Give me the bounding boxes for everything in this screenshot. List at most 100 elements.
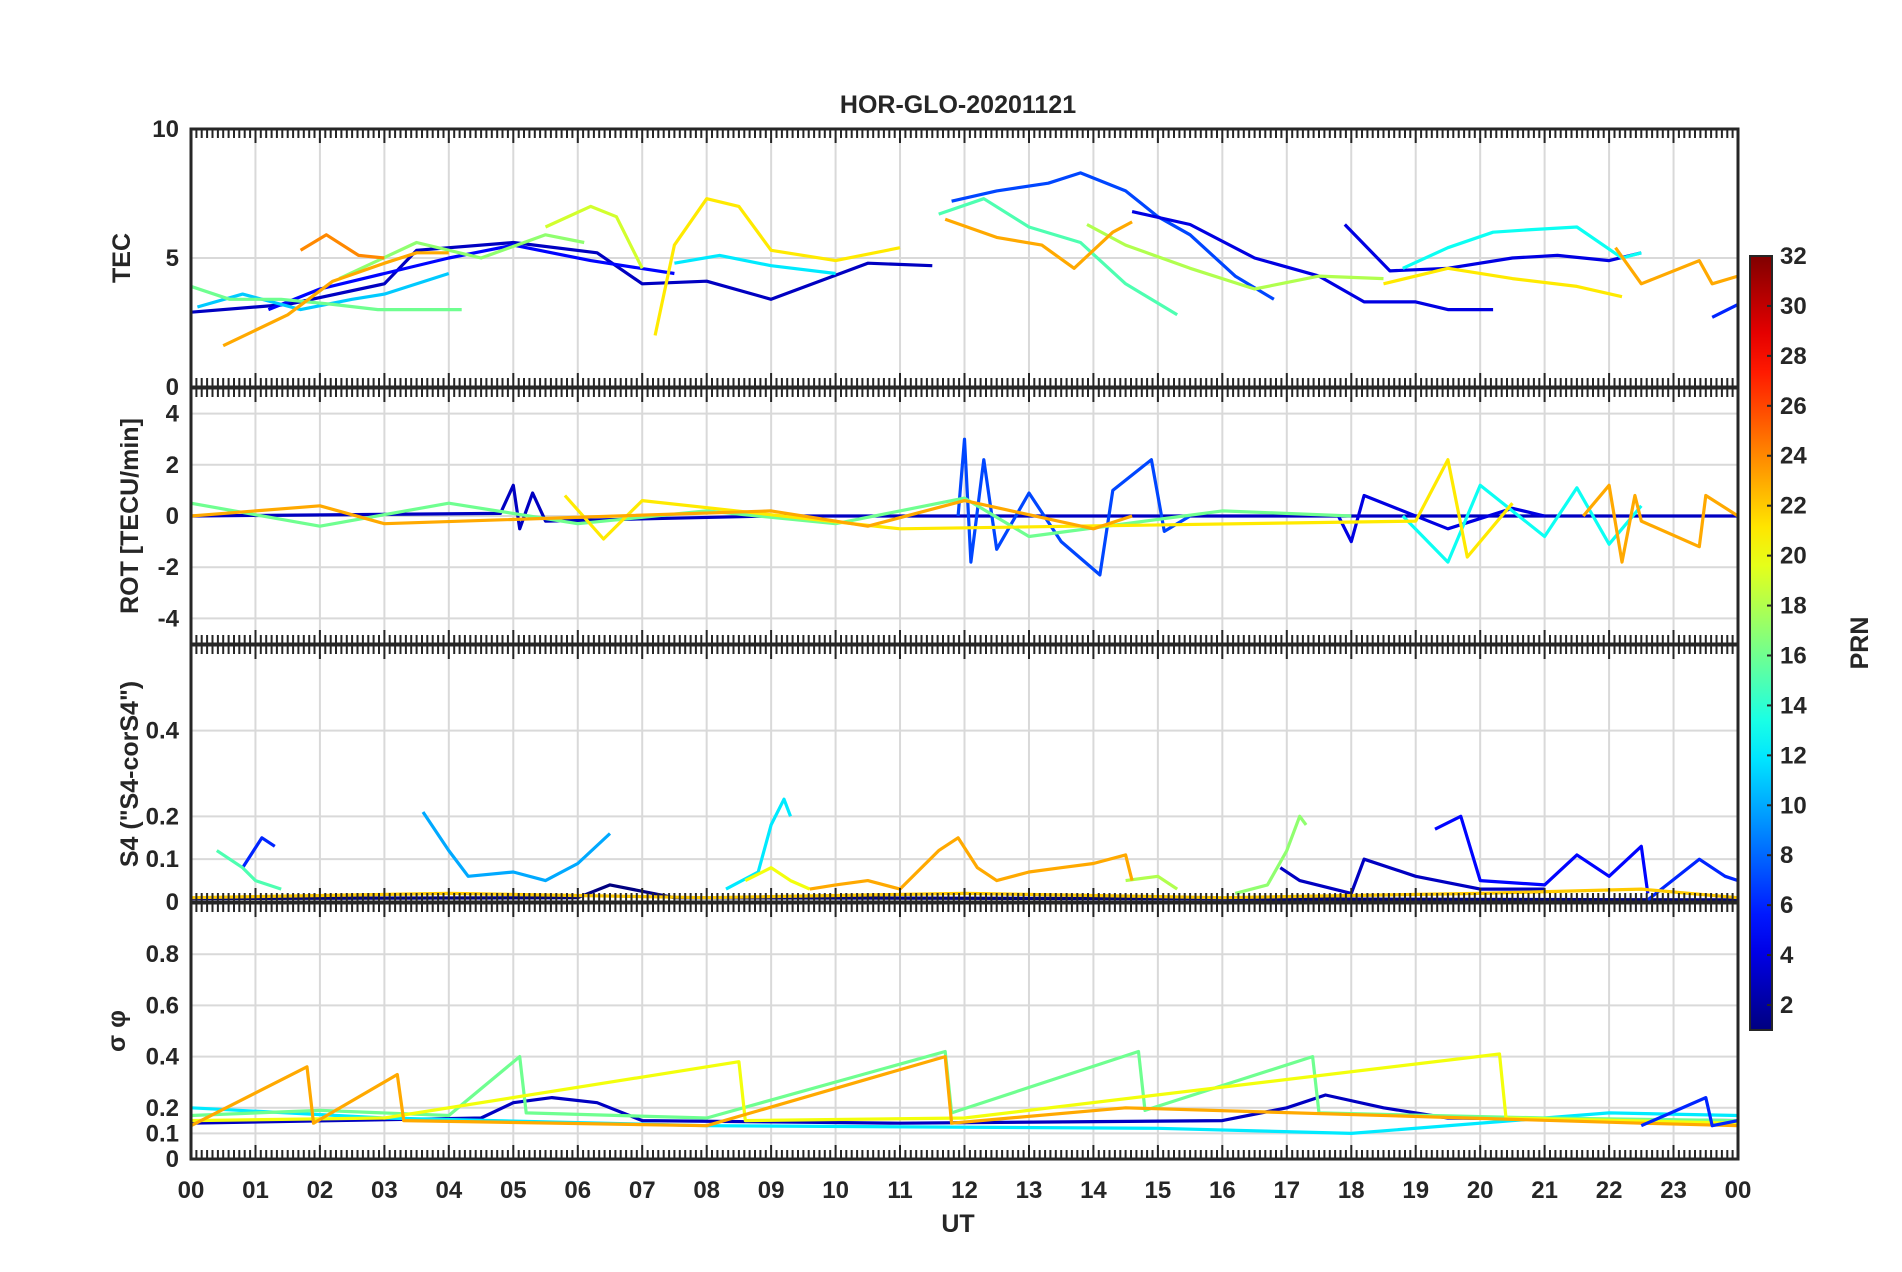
x-tick-label: 21 — [1531, 1177, 1558, 1204]
y-tick-label: 10 — [152, 116, 179, 143]
x-tick-label: 09 — [758, 1177, 785, 1204]
x-tick-label: 11 — [887, 1177, 912, 1204]
series-group — [191, 1049, 1738, 1136]
panel-rot: -4 -2 0 2 4 ROT [TECU/min] — [116, 386, 1740, 646]
y-tick-label: 0 — [166, 503, 179, 530]
x-tick-label: 18 — [1338, 1177, 1365, 1204]
x-tick-label: 15 — [1145, 1177, 1172, 1204]
y-tick-label: 0.6 — [146, 992, 179, 1019]
y-tick-label: 0.1 — [146, 1120, 179, 1147]
series-prn-15 — [938, 197, 1179, 317]
colorbar-tick-label: 32 — [1780, 243, 1807, 270]
series-prn-24 — [299, 233, 385, 260]
y-axis-label: TEC — [108, 233, 136, 283]
x-axis-label: UT — [941, 1210, 974, 1238]
x-tick-labels: 00 01 02 03 04 05 06 07 08 09 10 11 12 13 14 15 16 17 18 19… — [178, 1177, 1752, 1204]
x-tick-label: 08 — [693, 1177, 720, 1204]
y-tick-label: -2 — [158, 554, 179, 581]
series-prn-7 — [951, 171, 1275, 301]
x-tick-label: 23 — [1660, 1177, 1687, 1204]
colorbar-tick-label: 14 — [1780, 692, 1807, 719]
x-tick-label: 03 — [371, 1177, 398, 1204]
y-tick-label: 0.8 — [146, 941, 179, 968]
x-tick-label: 12 — [951, 1177, 978, 1204]
x-tick-label: 16 — [1209, 1177, 1236, 1204]
series-prn-3 — [191, 483, 1738, 531]
y-axis-label: S4 ("S4-corS4") — [116, 681, 144, 867]
x-tick-label: 17 — [1273, 1177, 1300, 1204]
series-prn-3 — [191, 240, 933, 314]
y-axis-label: σ φ — [103, 1010, 131, 1052]
series-prn-18 — [1125, 874, 1179, 891]
series-prn-20 — [191, 1052, 1738, 1125]
colorbar-tick-label: 12 — [1780, 742, 1807, 769]
x-tick-label: 02 — [307, 1177, 334, 1204]
series-prn-16 — [191, 496, 1352, 539]
panel-tec: 0 5 10 TEC — [108, 116, 1740, 401]
x-tick-label: 22 — [1596, 1177, 1623, 1204]
colorbar-tick-label: 2 — [1780, 992, 1793, 1019]
colorbar-tick-label: 28 — [1780, 343, 1807, 370]
colorbar-tick-label: 16 — [1780, 642, 1807, 669]
chart-title: HOR-GLO-20201121 — [840, 91, 1076, 119]
series-prn-6 — [241, 836, 276, 869]
y-axis-label: ROT [TECU/min] — [116, 418, 144, 614]
y-tick-label: 0.4 — [146, 718, 180, 745]
colorbar-tick-label: 4 — [1780, 942, 1794, 969]
series-prn-6 — [1640, 1095, 1738, 1128]
colorbar-tick-label: 18 — [1780, 593, 1807, 620]
panel-s4: 0 0.1 0.2 0.4S4 ("S4-corS4") — [116, 643, 1740, 916]
series-prn-19 — [544, 204, 644, 270]
series-group — [191, 437, 1738, 577]
x-tick-label: 01 — [242, 1177, 269, 1204]
series-prn-4 — [1343, 223, 1642, 273]
x-ticks — [190, 388, 1739, 644]
series-prn-17 — [338, 233, 585, 281]
series-prn-23 — [191, 499, 1133, 531]
series-prn-12 — [725, 797, 792, 891]
y-tick-label: 0 — [166, 1146, 179, 1173]
colorbar-label: PRN — [1846, 617, 1874, 670]
x-tick-label: 00 — [178, 1177, 205, 1204]
colorbar-tick-label: 10 — [1780, 792, 1807, 819]
series-prn-4 — [1131, 210, 1494, 312]
colorbar-tick-label: 8 — [1780, 842, 1793, 869]
y-tick-label: 4 — [166, 401, 180, 428]
y-tick-label: 0.2 — [146, 803, 179, 830]
x-tick-label: 20 — [1467, 1177, 1494, 1204]
series-prn-17 — [1234, 814, 1308, 895]
x-tick-label: 04 — [435, 1177, 462, 1204]
x-tick-label: 19 — [1402, 1177, 1429, 1204]
series-prn-6 — [1646, 857, 1738, 902]
series-prn-23 — [809, 836, 1134, 891]
y-tick-label: 0.2 — [146, 1095, 179, 1122]
colorbar-gradient — [1749, 255, 1773, 1031]
series-prn-3 — [1279, 857, 1545, 896]
x-tick-label: 06 — [564, 1177, 591, 1204]
series-prn-3 — [191, 1093, 1738, 1125]
x-tick-label: 00 — [1725, 1177, 1752, 1204]
y-tick-label: 2 — [166, 452, 179, 479]
series-prn-16 — [191, 284, 462, 312]
series-prn-23 — [944, 217, 1133, 270]
panel-sigma: 00.10.2 0.4 0.6 0.8 σ φ — [103, 901, 1740, 1173]
x-tick-label: 05 — [500, 1177, 527, 1204]
x-ticks — [190, 645, 1739, 902]
colorbar-tick-label: 26 — [1780, 393, 1807, 420]
series-group — [191, 171, 1738, 348]
colorbar-tick-label: 24 — [1780, 443, 1807, 470]
series-prn-23 — [191, 1054, 1738, 1128]
series-prn-21 — [1383, 266, 1623, 299]
y-tick-label: -4 — [158, 605, 180, 632]
series-prn-23 — [1582, 483, 1738, 564]
x-tick-label: 13 — [1016, 1177, 1043, 1204]
series-prn-21 — [563, 458, 1514, 559]
colorbar-tick-label: 30 — [1780, 293, 1807, 320]
y-tick-label: 5 — [166, 245, 179, 272]
series-prn-6 — [1711, 302, 1738, 319]
colorbar-tick-label: 22 — [1780, 493, 1807, 520]
series-prn-10 — [421, 811, 612, 883]
series-prn-13 — [1401, 483, 1643, 564]
